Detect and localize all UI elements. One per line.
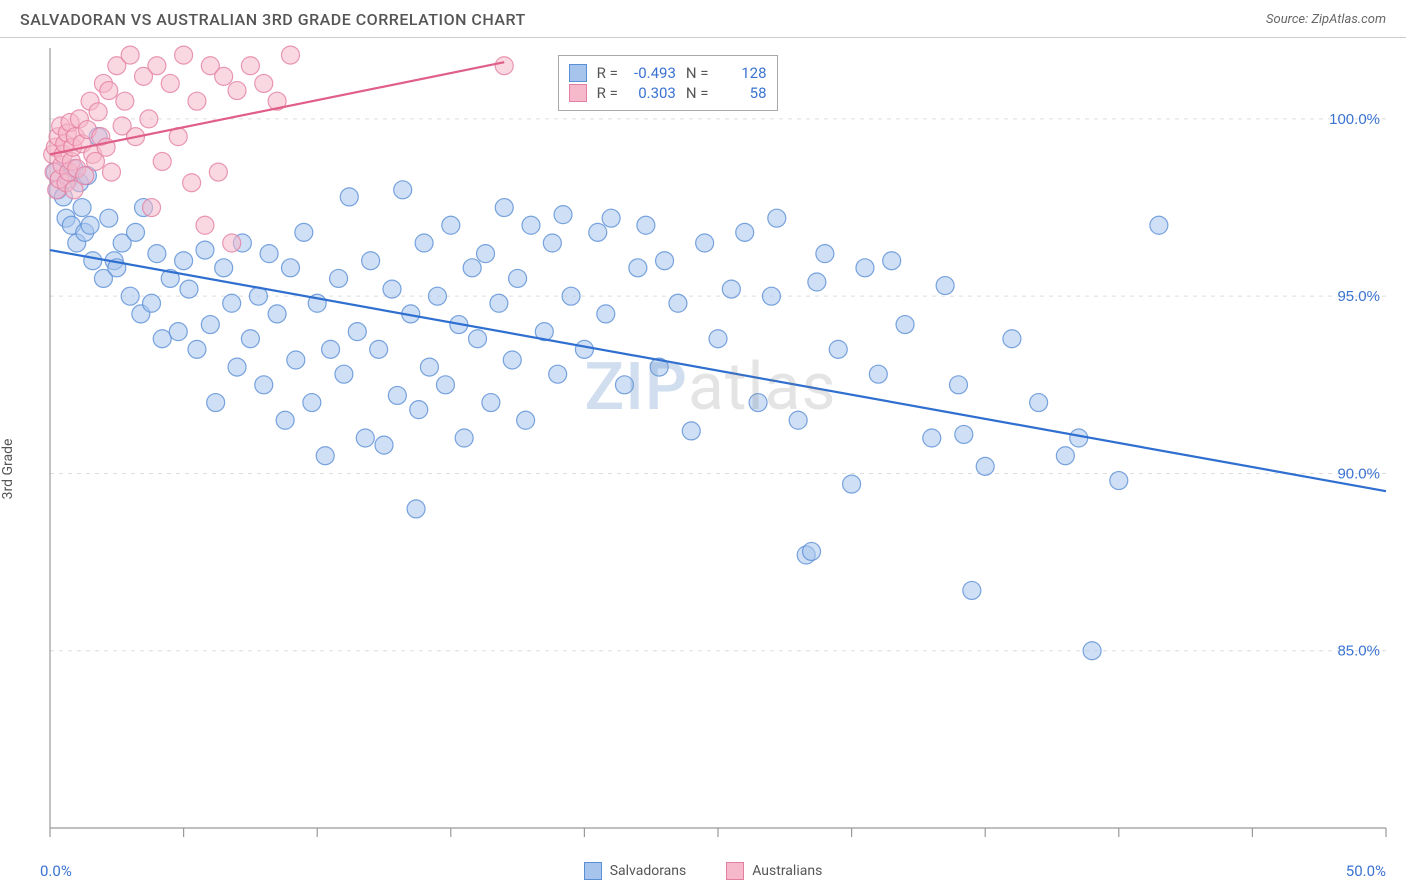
stats-row-series2: R = 0.303 N = 58	[569, 84, 767, 102]
legend-label-series1: Salvadorans	[610, 863, 687, 879]
source-link[interactable]: ZipAtlas.com	[1311, 12, 1386, 27]
chart-title: SALVADORAN VS AUSTRALIAN 3RD GRADE CORRE…	[20, 10, 526, 29]
svg-text:95.0%: 95.0%	[1337, 288, 1380, 305]
y-axis-label: 3rd Grade	[0, 439, 16, 500]
chart-area: 3rd Grade 85.0%90.0%95.0%100.0% ZIPatlas…	[0, 38, 1406, 884]
n-value-1: 128	[719, 64, 767, 82]
r-label-2: R =	[597, 84, 618, 102]
r-value-2: 0.303	[628, 84, 676, 102]
scatter-plot: 85.0% 90.0% 95.0% 100.0%	[0, 38, 1406, 858]
stats-row-series1: R = -0.493 N = 128	[569, 64, 767, 82]
svg-text:85.0%: 85.0%	[1337, 643, 1380, 660]
stats-box: R = -0.493 N = 128 R = 0.303 N = 58	[558, 55, 778, 111]
r-label-1: R =	[597, 64, 618, 82]
source-label: Source:	[1266, 12, 1311, 27]
header: SALVADORAN VS AUSTRALIAN 3RD GRADE CORRE…	[0, 0, 1406, 38]
stats-swatch-series2	[569, 84, 587, 102]
legend-swatch-series1	[584, 862, 602, 880]
n-value-2: 58	[719, 84, 767, 102]
source-citation: Source: ZipAtlas.com	[1266, 12, 1386, 27]
legend: Salvadorans Australians	[0, 862, 1406, 880]
legend-label-series2: Australians	[752, 863, 822, 879]
stats-swatch-series1	[569, 64, 587, 82]
n-label-1: N =	[686, 64, 709, 82]
chart-container: SALVADORAN VS AUSTRALIAN 3RD GRADE CORRE…	[0, 0, 1406, 892]
r-value-1: -0.493	[628, 64, 676, 82]
svg-text:90.0%: 90.0%	[1337, 465, 1380, 482]
legend-item-series2: Australians	[726, 862, 822, 880]
legend-item-series1: Salvadorans	[584, 862, 687, 880]
svg-text:100.0%: 100.0%	[1329, 111, 1380, 128]
legend-swatch-series2	[726, 862, 744, 880]
n-label-2: N =	[686, 84, 709, 102]
